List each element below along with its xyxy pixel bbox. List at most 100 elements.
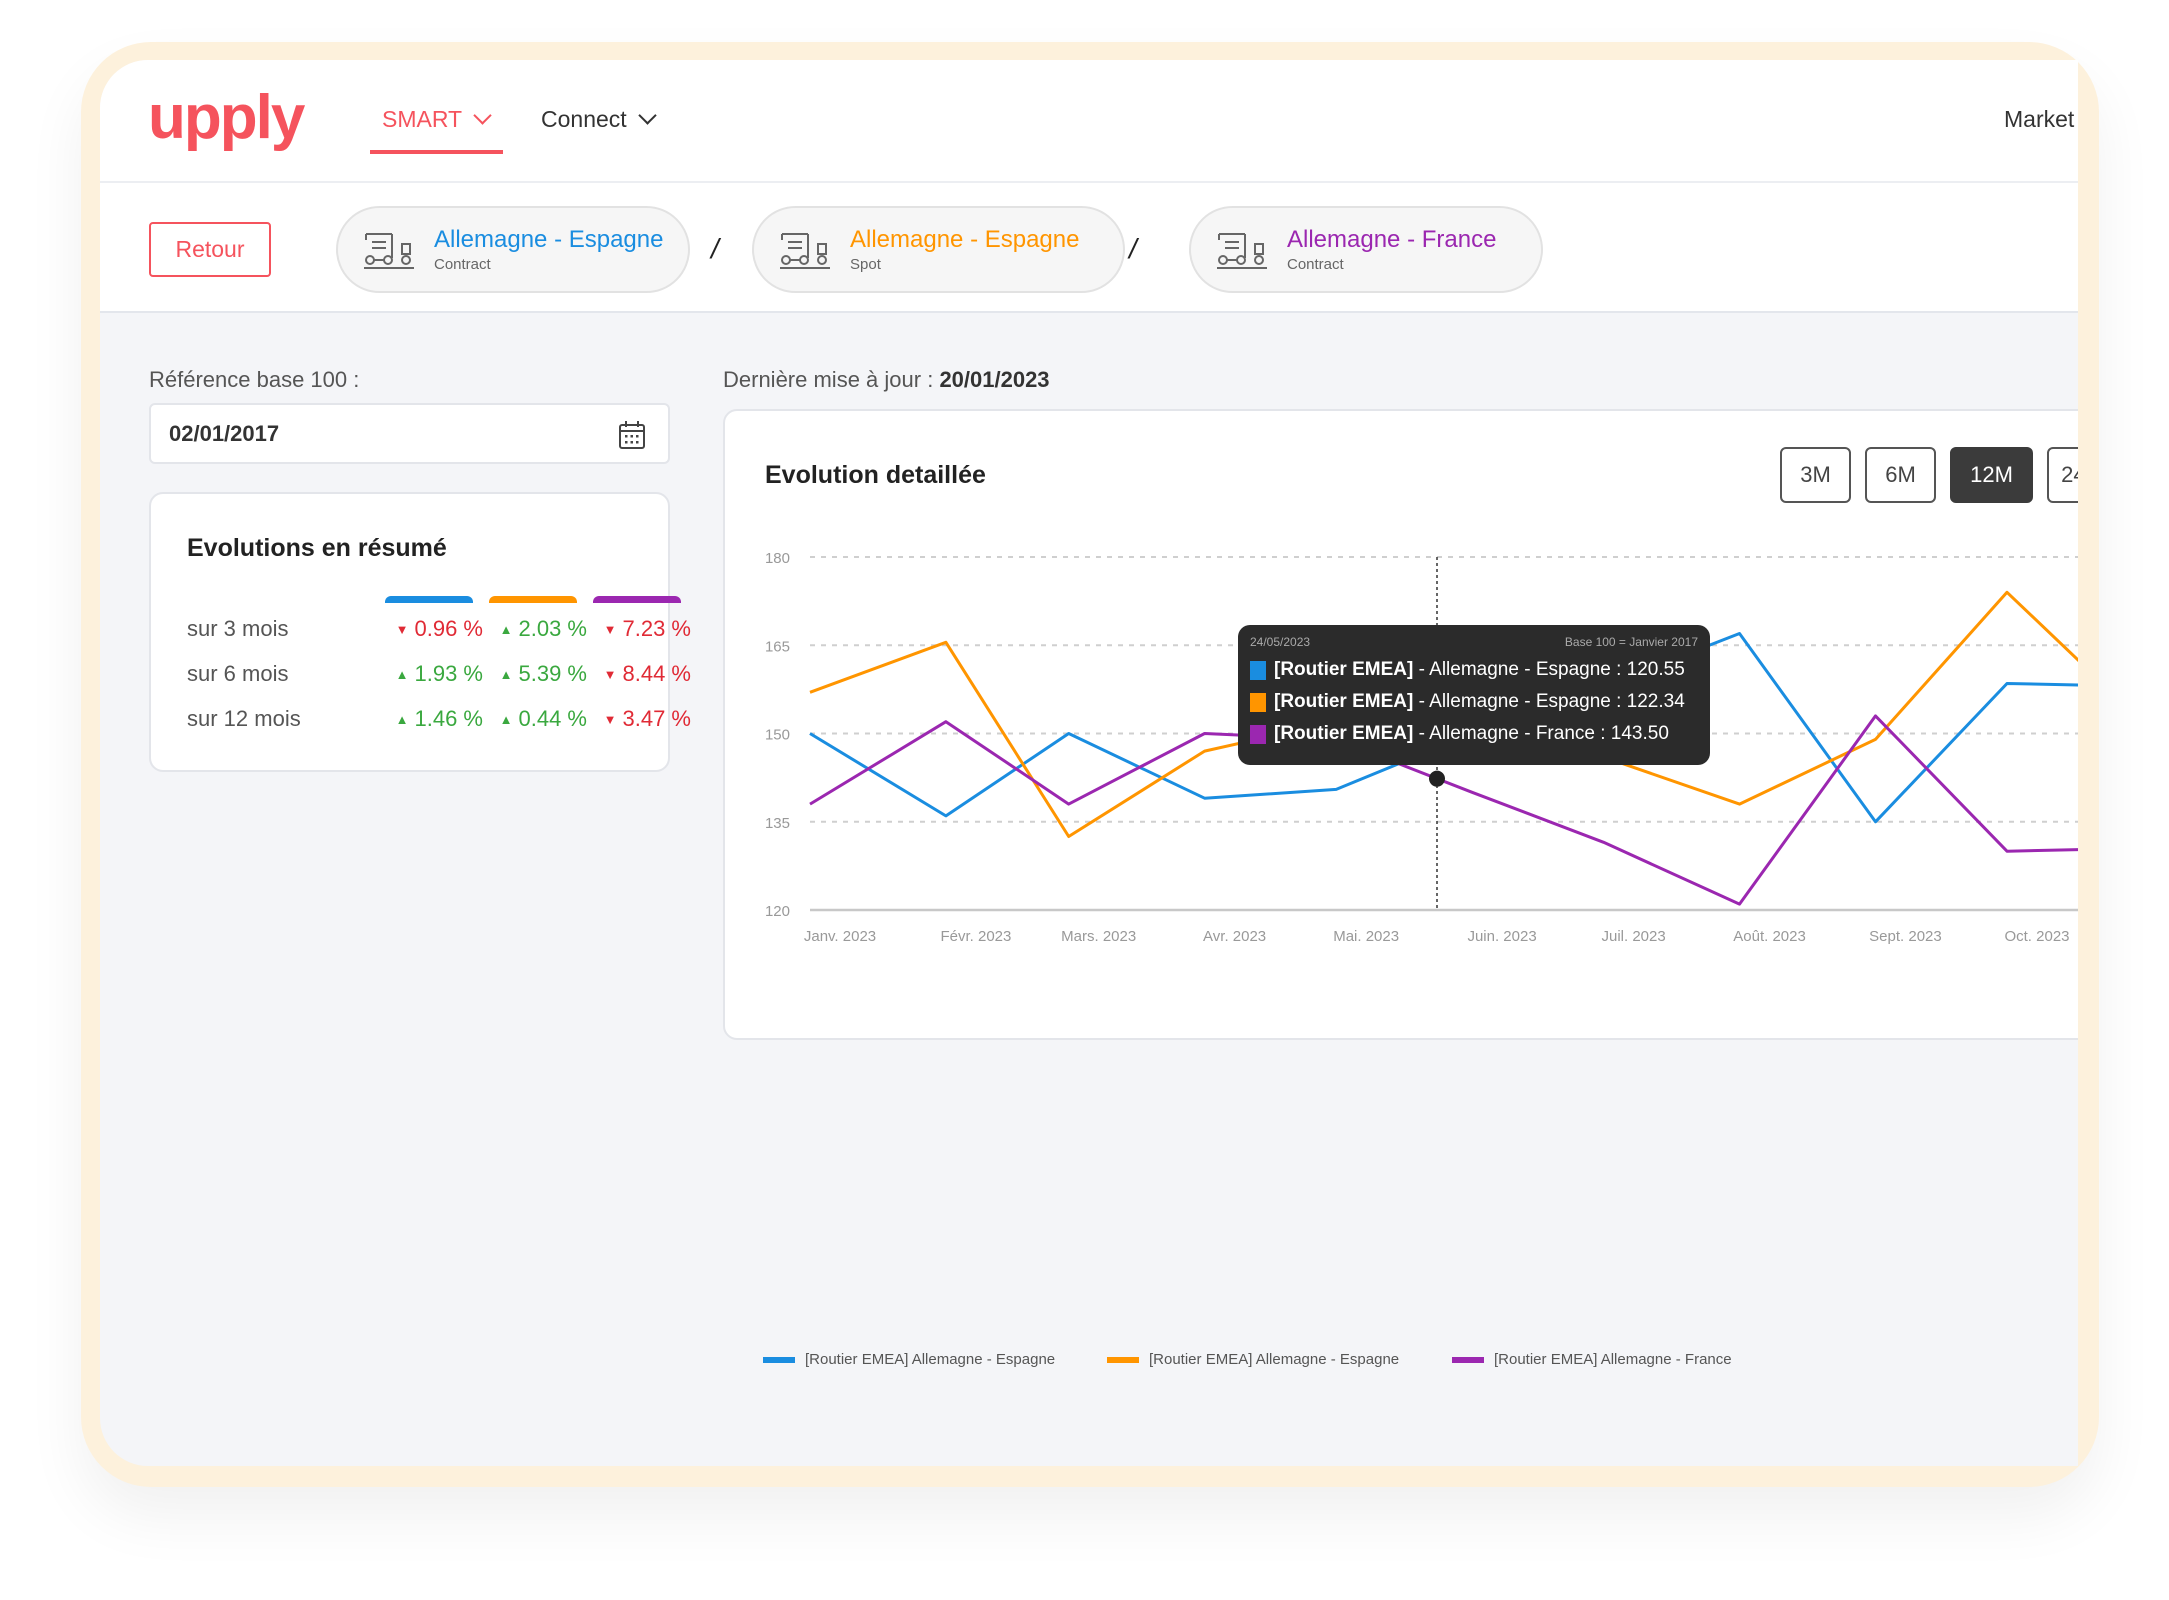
evolution-percent: 8.44 % [622, 661, 692, 686]
tooltip-swatch [1250, 724, 1266, 744]
evolution-value: ▼ 0.96 % [383, 616, 483, 642]
evolution-percent: 2.03 % [518, 616, 588, 641]
route-title: Allemagne - Espagne [434, 226, 664, 253]
evolution-value: ▲ 5.39 % [487, 661, 587, 687]
route-title: Allemagne - France [1287, 226, 1497, 253]
series-color-bar [593, 596, 681, 603]
back-button[interactable]: Retour [149, 222, 271, 277]
last-update-label: Dernière mise à jour : [723, 367, 934, 392]
summary-title: Evolutions en résumé [187, 534, 447, 562]
route-bar: Retour Allemagne - Espagne Contract / Alle… [100, 183, 2078, 313]
evolution-percent: 3.47 % [622, 706, 692, 731]
nav-smart[interactable]: SMART [369, 106, 504, 154]
arrow-up-icon: ▲ [395, 712, 409, 727]
truck-route-icon [364, 232, 414, 269]
legend-swatch [1107, 1356, 1139, 1363]
legend-swatch [1452, 1356, 1484, 1363]
summary-row: sur 3 mois ▼ 0.96 % ▲ 2.03 % ▼ 7.23 % [187, 616, 691, 646]
tooltip-line: [Routier EMEA] - Allemagne - Espagne : 1… [1250, 691, 1698, 713]
legend-label: [Routier EMEA] Allemagne - France [1494, 1351, 1732, 1368]
route-type: Contract [434, 256, 491, 273]
series-color-bar [489, 596, 577, 603]
nav-connect[interactable]: Connect [541, 106, 657, 133]
last-update-date: 20/01/2023 [939, 367, 1050, 392]
route-separator: / [1129, 233, 1137, 264]
top-navbar: upply SMART Connect Market [100, 60, 2078, 183]
truck-route-icon [1217, 232, 1267, 269]
evolution-value: ▼ 3.47 % [591, 706, 691, 732]
reference-label: Référence base 100 : [149, 367, 360, 392]
chevron-down-icon [637, 106, 657, 125]
evolution-percent: 0.44 % [518, 706, 588, 731]
tooltip-text: - Allemagne - Espagne : 122.34 [1413, 691, 1685, 712]
arrow-up-icon: ▲ [499, 712, 513, 727]
tooltip-date: 24/05/2023 [1250, 635, 1311, 649]
evolution-value: ▲ 1.46 % [383, 706, 483, 732]
range-button-6m[interactable]: 6M [1865, 447, 1936, 503]
chart-title: Evolution detaillée [765, 461, 986, 489]
route-type: Spot [850, 256, 881, 273]
legend-item[interactable]: [Routier EMEA] Allemagne - Espagne [763, 1351, 1055, 1368]
range-button-12m[interactable]: 12M [1950, 447, 2033, 503]
evolution-percent: 1.46 % [414, 706, 484, 731]
summary-row: sur 12 mois ▲ 1.46 % ▲ 0.44 % ▼ 3.47 % [187, 706, 691, 736]
tooltip-line: [Routier EMEA] - Allemagne - Espagne : 1… [1250, 659, 1698, 681]
upply-logo[interactable]: upply [148, 83, 305, 152]
nav-label: SMART [382, 106, 463, 132]
evolution-percent: 0.96 % [414, 616, 484, 641]
tooltip-text: - Allemagne - France : 143.50 [1413, 723, 1669, 744]
tooltip-swatch [1250, 660, 1266, 680]
period-label: sur 6 mois [187, 661, 289, 686]
tooltip-line: [Routier EMEA] - Allemagne - France : 14… [1250, 723, 1698, 745]
evolution-value: ▲ 2.03 % [487, 616, 587, 642]
tooltip-bold: [Routier EMEA] [1274, 659, 1414, 680]
evolution-value: ▼ 8.44 % [591, 661, 691, 687]
legend-swatch [763, 1356, 795, 1363]
chart-tooltip: 24/05/2023 Base 100 = Janvier 2017 [Routi… [1238, 625, 1710, 765]
truck-route-icon [780, 232, 830, 269]
evolution-percent: 5.39 % [518, 661, 588, 686]
route-type: Contract [1287, 256, 1344, 273]
tooltip-bold: [Routier EMEA] [1274, 723, 1414, 744]
series-color-bar [385, 596, 473, 603]
legend-label: [Routier EMEA] Allemagne - Espagne [805, 1351, 1056, 1368]
nav-label: Connect [541, 106, 627, 132]
arrow-down-icon: ▼ [395, 622, 409, 637]
arrow-down-icon: ▼ [603, 667, 617, 682]
nav-market[interactable]: Market [2004, 106, 2075, 132]
legend-label: [Routier EMEA] Allemagne - Espagne [1149, 1351, 1400, 1368]
arrow-up-icon: ▲ [499, 622, 513, 637]
evolution-value: ▲ 1.93 % [383, 661, 483, 687]
tooltip-bold: [Routier EMEA] [1274, 691, 1414, 712]
route-pill[interactable]: Allemagne - Espagne Contract [336, 206, 690, 293]
summary-card: Evolutions en résumé sur 3 mois ▼ 0.96 % ▲ 2… [149, 492, 691, 772]
period-label: sur 12 mois [187, 706, 301, 731]
route-pill[interactable]: Allemagne - France Contract [1189, 206, 1543, 293]
calendar-icon[interactable] [618, 420, 646, 450]
period-label: sur 3 mois [187, 616, 289, 641]
arrow-up-icon: ▲ [499, 667, 513, 682]
date-value: 02/01/2017 [169, 420, 280, 446]
route-title: Allemagne - Espagne [850, 226, 1080, 253]
arrow-up-icon: ▲ [395, 667, 409, 682]
summary-row: sur 6 mois ▲ 1.93 % ▲ 5.39 % ▼ 8.44 % [187, 661, 691, 691]
range-button-3m[interactable]: 3M [1780, 447, 1851, 503]
arrow-down-icon: ▼ [603, 622, 617, 637]
legend-item[interactable]: [Routier EMEA] Allemagne - Espagne [1107, 1351, 1399, 1368]
evolution-percent: 7.23 % [622, 616, 692, 641]
arrow-down-icon: ▼ [603, 712, 617, 727]
evolution-value: ▲ 0.44 % [487, 706, 587, 732]
chevron-down-icon [473, 106, 492, 125]
route-separator: / [711, 233, 719, 264]
range-button-24m[interactable]: 24M [2047, 447, 2078, 503]
tooltip-base: Base 100 = Janvier 2017 [1564, 635, 1698, 649]
tooltip-swatch [1250, 692, 1266, 712]
reference-date-input[interactable]: 02/01/2017 [149, 403, 670, 464]
tooltip-text: - Allemagne - Espagne : 120.55 [1413, 659, 1685, 680]
evolution-value: ▼ 7.23 % [591, 616, 691, 642]
app-window: upply SMART Connect Market Retour Allema… [100, 60, 2078, 1466]
legend-item[interactable]: [Routier EMEA] Allemagne - France [1452, 1351, 1732, 1368]
evolution-percent: 1.93 % [414, 661, 484, 686]
route-pill[interactable]: Allemagne - Espagne Spot [752, 206, 1125, 293]
last-update: Dernière mise à jour : 20/01/2023 [723, 367, 1050, 393]
